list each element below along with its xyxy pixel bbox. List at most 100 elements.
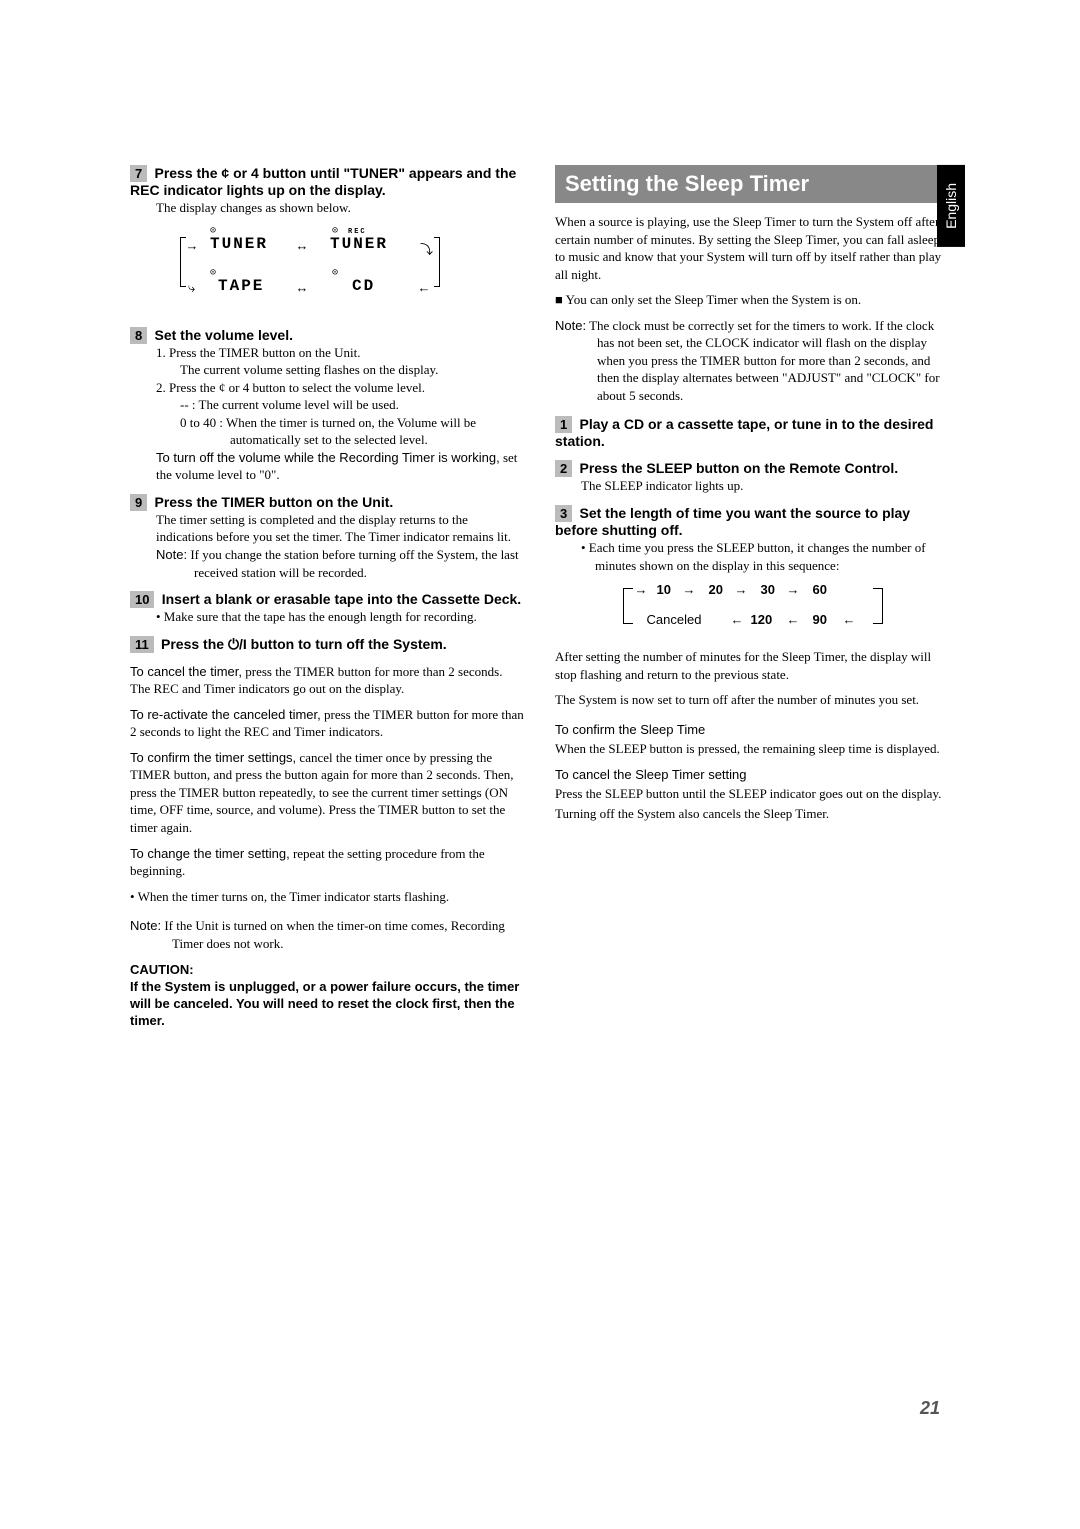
- note-label: Note:: [555, 318, 586, 333]
- bullet: • Each time you press the SLEEP button, …: [581, 539, 950, 574]
- diag-tuner: TUNER: [210, 235, 268, 253]
- bullet: • Make sure that the tape has the enough…: [156, 608, 525, 626]
- note-text: The clock must be correctly set for the …: [589, 318, 939, 403]
- seq-canceled: Canceled: [647, 612, 702, 627]
- seq-20: 20: [709, 582, 723, 597]
- clock-icon: ⊙: [332, 267, 340, 279]
- arrow-icon: ←: [843, 612, 856, 627]
- step-number: 9: [130, 494, 147, 511]
- seq-120: 120: [751, 612, 773, 627]
- section-heading: Setting the Sleep Timer: [555, 165, 950, 203]
- arrow-icon: ⤷: [188, 281, 197, 296]
- arrow-icon: ←: [420, 281, 430, 296]
- step-2: 2 Press the SLEEP button on the Remote C…: [555, 460, 950, 495]
- confirm-text: When the SLEEP button is pressed, the re…: [555, 740, 950, 758]
- bracket-icon: [180, 237, 186, 287]
- step-11: 11 Press the ⏻/I button to turn off the …: [130, 636, 525, 653]
- label: To re-activate the canceled timer,: [130, 707, 321, 722]
- note: To turn off the volume while the Recordi…: [156, 449, 525, 484]
- arrow-icon: ⤵: [420, 239, 435, 258]
- step-title: Press the ⏻/I button to turn off the Sys…: [161, 636, 447, 652]
- label: To confirm the timer settings,: [130, 750, 296, 765]
- substep: 2. Press the ¢ or 4 button to select the…: [156, 379, 525, 397]
- step-number: 7: [130, 165, 147, 182]
- label: To cancel the timer,: [130, 664, 242, 679]
- step-1: 1 Play a CD or a cassette tape, or tune …: [555, 416, 950, 450]
- bracket-icon: [623, 588, 633, 624]
- arrow-icon: ↔: [298, 281, 308, 296]
- page-body: 7 Press the ¢ or 4 button until "TUNER" …: [0, 0, 1080, 1090]
- diag-cd: CD: [352, 277, 375, 295]
- clock-icon: ⊙: [210, 267, 218, 279]
- step-8: 8 Set the volume level. 1. Press the TIM…: [130, 327, 525, 484]
- substep: 1. Press the TIMER button on the Unit.: [156, 344, 525, 362]
- step-7: 7 Press the ¢ or 4 button until "TUNER" …: [130, 165, 525, 315]
- label: To change the timer setting,: [130, 846, 290, 861]
- left-column: 7 Press the ¢ or 4 button until "TUNER" …: [130, 165, 525, 1030]
- note: Note: If you change the station before t…: [156, 546, 525, 581]
- opt: 0 to 40 : When the timer is turned on, t…: [180, 414, 525, 449]
- sleep-sequence-diagram: → 10 → 20 → 30 → 60 Canceled ← 120 ← 90 …: [623, 584, 883, 634]
- arrow-icon: →: [635, 582, 648, 597]
- cancel-text: Press the SLEEP button until the SLEEP i…: [555, 785, 950, 803]
- after-text-2: The System is now set to turn off after …: [555, 691, 950, 709]
- seq-60: 60: [813, 582, 827, 597]
- step-title: Set the length of time you want the sour…: [555, 505, 910, 538]
- after-text: After setting the number of minutes for …: [555, 648, 950, 683]
- t: button to select the volume level.: [249, 380, 425, 395]
- language-tab: English: [937, 165, 965, 247]
- note-label: Note:: [156, 547, 187, 562]
- confirm-timer: To confirm the timer settings, cancel th…: [130, 749, 525, 837]
- step-title: Insert a blank or erasable tape into the…: [162, 591, 521, 607]
- reactivate-timer: To re-activate the canceled timer, press…: [130, 706, 525, 741]
- t: button to turn off the System.: [247, 636, 447, 652]
- page-number: 21: [920, 1398, 940, 1419]
- diag-tape: TAPE: [218, 277, 264, 295]
- diag-tuner: TUNER: [330, 235, 388, 253]
- arrow-icon: ↔: [298, 239, 308, 254]
- arrow-icon: ←: [731, 612, 744, 627]
- caution-text: If the System is unplugged, or a power f…: [130, 979, 525, 1030]
- step-title: Press the ¢ or 4 button until "TUNER" ap…: [130, 165, 516, 198]
- step-number: 2: [555, 460, 572, 477]
- step-number: 8: [130, 327, 147, 344]
- note-label: Note:: [130, 918, 161, 933]
- caution-heading: CAUTION:: [130, 962, 525, 979]
- step-10: 10 Insert a blank or erasable tape into …: [130, 591, 525, 626]
- step-title: Press the TIMER button on the Unit.: [154, 494, 393, 510]
- label: To turn off the volume while the Recordi…: [156, 450, 500, 465]
- step-body: The timer setting is completed and the d…: [156, 511, 525, 546]
- note-text: If you change the station before turning…: [190, 547, 518, 580]
- opt: -- : The current volume level will be us…: [180, 396, 525, 414]
- step-title: Play a CD or a cassette tape, or tune in…: [555, 416, 933, 449]
- step-number: 11: [130, 636, 154, 653]
- t: or: [229, 165, 251, 181]
- arrow-icon: →: [188, 239, 198, 254]
- bullet: • When the timer turns on, the Timer ind…: [130, 888, 525, 906]
- t: or: [225, 380, 242, 395]
- seq-10: 10: [657, 582, 671, 597]
- confirm-heading: To confirm the Sleep Time: [555, 721, 950, 739]
- seq-90: 90: [813, 612, 827, 627]
- seq-30: 30: [761, 582, 775, 597]
- change-timer: To change the timer setting, repeat the …: [130, 845, 525, 880]
- cancel-timer: To cancel the timer, press the TIMER but…: [130, 663, 525, 698]
- arrow-icon: →: [683, 582, 696, 597]
- cancel-heading: To cancel the Sleep Timer setting: [555, 766, 950, 784]
- note: Note: If the Unit is turned on when the …: [130, 917, 525, 952]
- note: Note: The clock must be correctly set fo…: [555, 317, 950, 405]
- display-cycle-diagram: ⊙ ⊙ REC → TUNER ↔ TUNER ⤵ ⊙ ⊙ ⤷ TAPE ↔ C…: [180, 225, 440, 315]
- arrow-icon: →: [787, 582, 800, 597]
- step-number: 3: [555, 505, 572, 522]
- intro: When a source is playing, use the Sleep …: [555, 213, 950, 283]
- intro-bullet: ■ You can only set the Sleep Timer when …: [555, 291, 950, 309]
- step-body: The SLEEP indicator lights up.: [581, 477, 950, 495]
- step-title: Press the SLEEP button on the Remote Con…: [579, 460, 898, 476]
- step-title: Set the volume level.: [154, 327, 293, 343]
- t: 2. Press the: [156, 380, 219, 395]
- bracket-icon: [434, 237, 440, 287]
- step-number: 10: [130, 591, 154, 608]
- t: Press the: [154, 165, 221, 181]
- cancel-text-2: Turning off the System also cancels the …: [555, 805, 950, 823]
- step-body: The display changes as shown below.: [156, 199, 525, 217]
